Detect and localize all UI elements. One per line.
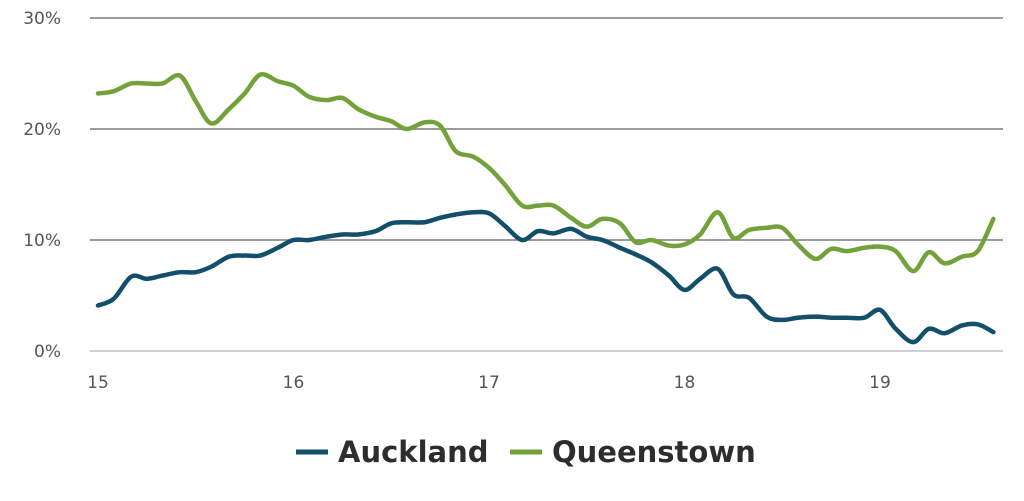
x-tick-label: 18: [674, 373, 696, 393]
y-tick-label: 10%: [23, 231, 61, 251]
x-tick-label: 17: [478, 373, 500, 393]
x-tick-label: 15: [87, 373, 109, 393]
x-tick-label: 16: [283, 373, 305, 393]
y-tick-label: 20%: [23, 120, 61, 140]
y-tick-label: 0%: [34, 342, 61, 362]
y-tick-label: 30%: [23, 9, 61, 29]
legend: Auckland Queenstown: [296, 435, 756, 469]
legend-label-auckland: Auckland: [338, 435, 488, 469]
series-line-queenstown: [95, 72, 996, 274]
series-lines: [95, 72, 996, 345]
y-axis-tick-labels: 0% 10% 20% 30%: [23, 9, 61, 362]
x-tick-label: 19: [869, 373, 891, 393]
x-axis-tick-labels: 15 16 17 18 19: [87, 373, 891, 393]
legend-label-queenstown: Queenstown: [552, 435, 756, 469]
series-line-auckland: [95, 209, 996, 345]
grid-lines: [90, 17, 1003, 352]
